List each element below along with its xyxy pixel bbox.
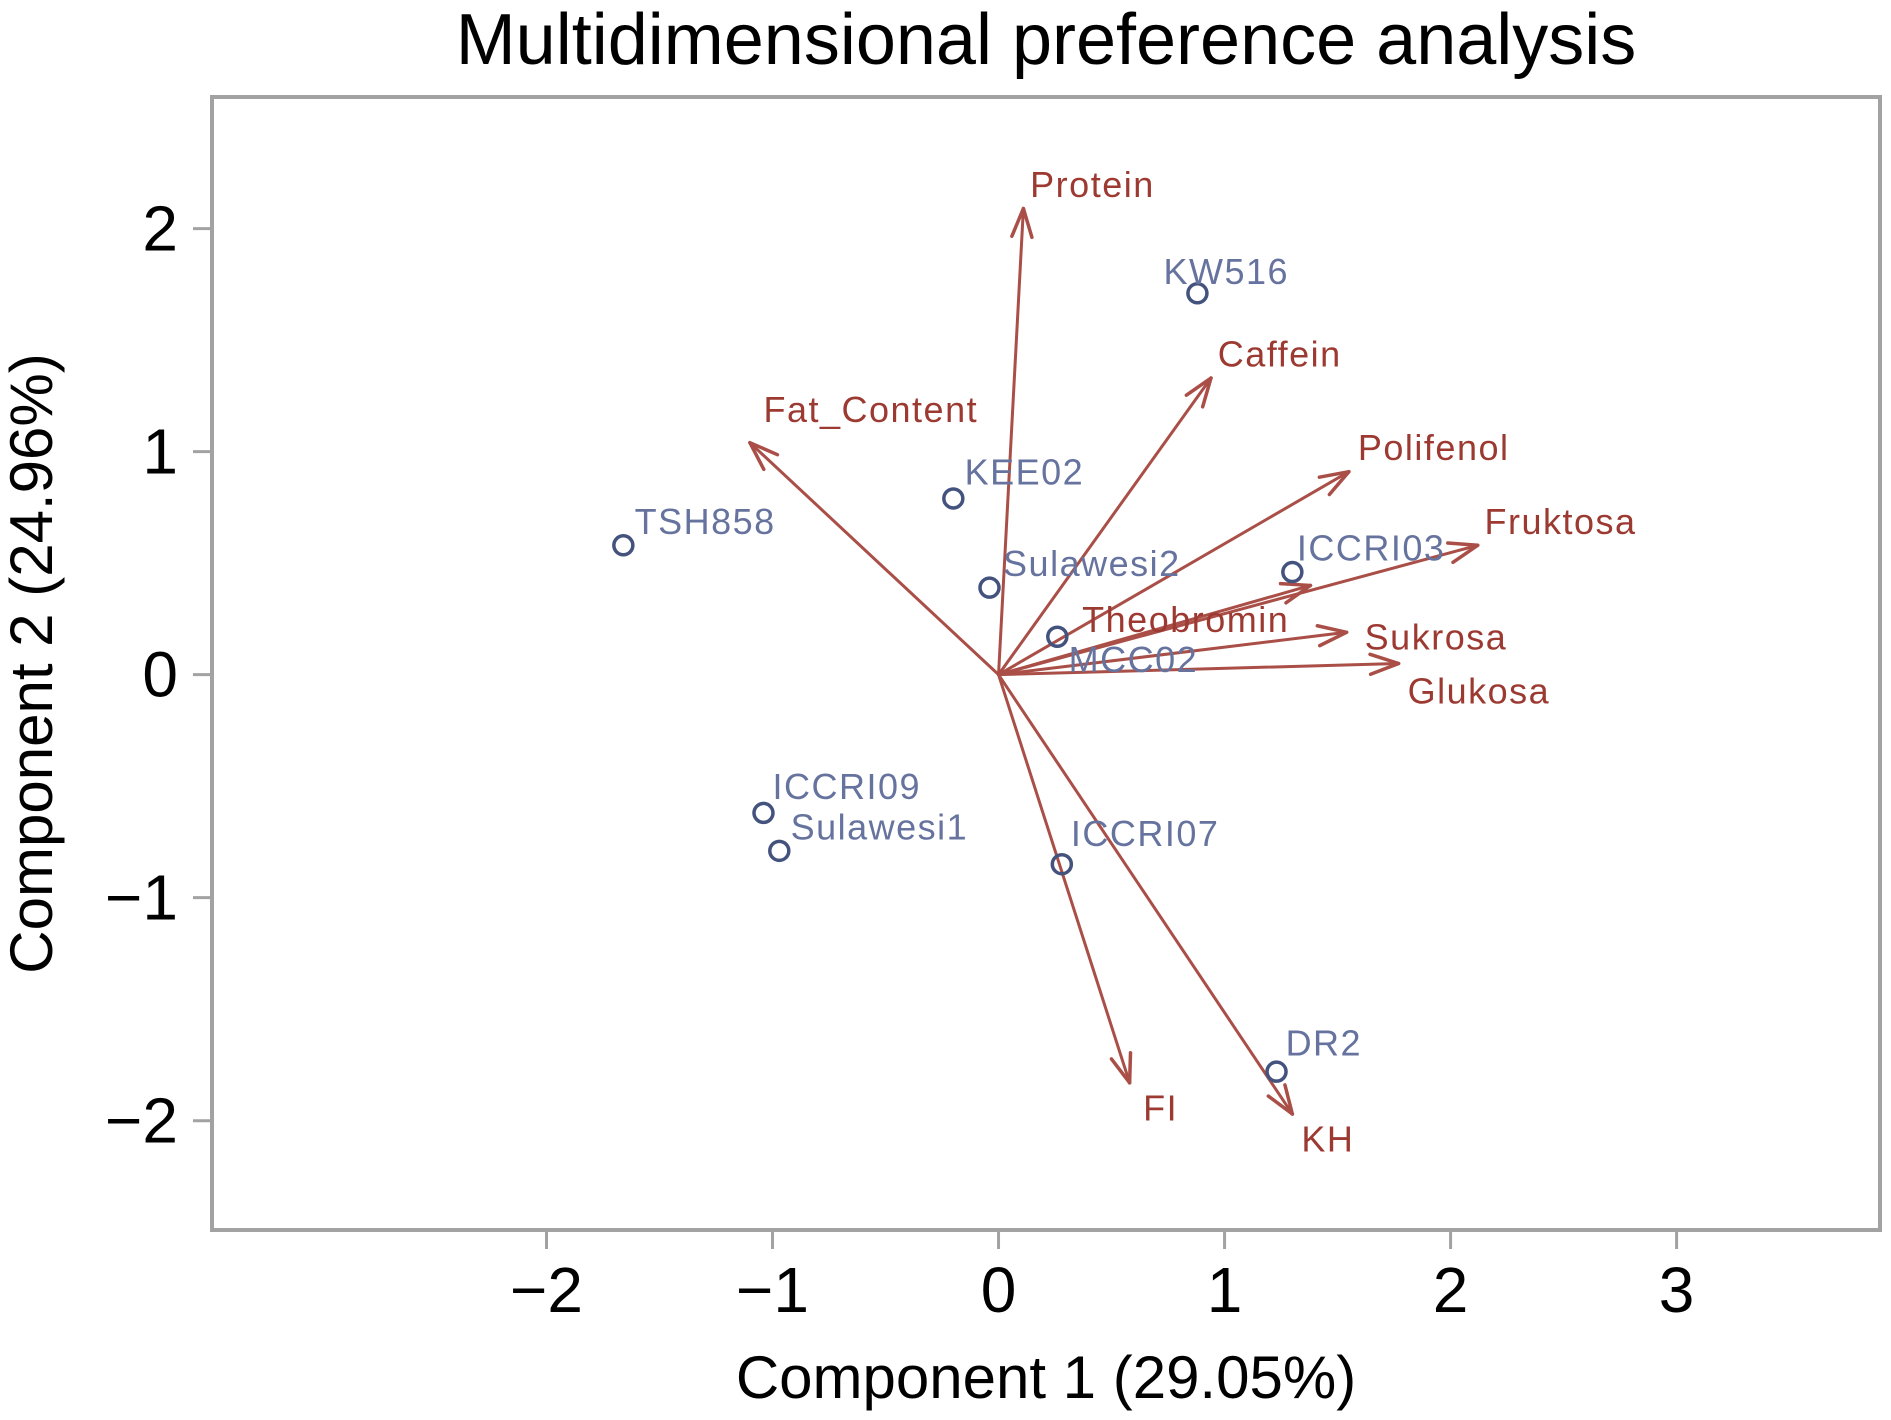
vector-arrowhead-protein	[1010, 206, 1026, 238]
sample-marker-sulawesi2	[978, 576, 1001, 599]
vector-arrowhead-sukrosa	[1315, 624, 1349, 635]
sample-marker-dr2	[1265, 1060, 1288, 1083]
sample-label-sulawesi1: Sulawesi1	[791, 806, 969, 847]
vector-label-fruktosa: Fruktosa	[1484, 501, 1636, 542]
plot-frame	[210, 95, 1882, 1232]
sample-label-iccri09: ICCRI09	[773, 766, 922, 807]
sample-marker-iccri07	[1050, 852, 1074, 876]
vector-arrowhead-kh	[1283, 1083, 1295, 1116]
vector-label-protein: Protein	[1030, 164, 1155, 205]
sample-marker-kee02	[942, 487, 965, 510]
sample-label-kw516: KW516	[1164, 251, 1290, 292]
vector-arrowhead-caffein	[1184, 376, 1213, 397]
x-tick-label: 1	[1207, 1254, 1243, 1326]
x-tick-label: −1	[736, 1254, 809, 1326]
plot-area: −2 −1 0 1 2 3 2 1 0 −1 −2 KW516 KEE02 TSH858 Sulawesi2…	[105, 95, 1882, 1326]
vector-arrowhead-glukosa	[1368, 652, 1401, 666]
vector-label-fi: FI	[1143, 1087, 1178, 1128]
vector-shaft-caffein	[997, 376, 1213, 677]
sample-marker-iccri09	[752, 801, 775, 825]
y-tick-label: −2	[105, 1085, 178, 1157]
y-tick-label: −1	[105, 862, 178, 934]
sample-marker-kw516	[1186, 282, 1209, 305]
x-tick-label: −2	[510, 1254, 583, 1326]
vector-shaft-fat-content	[748, 441, 1001, 677]
vector-arrowhead-theobromin	[1278, 581, 1313, 588]
vector-label-polifenol: Polifenol	[1358, 427, 1510, 468]
vector-label-theobromin: Theobromin	[1082, 599, 1289, 640]
x-axis-title: Component 1 (29.05%)	[736, 1344, 1356, 1411]
vector-arrowhead-polifenol	[1317, 469, 1351, 479]
x-tick-label: 0	[981, 1254, 1017, 1326]
vector-shaft-kh	[997, 673, 1294, 1116]
vector-label-caffein: Caffein	[1218, 333, 1342, 374]
vector-shaft-theobromin	[997, 583, 1312, 677]
vector-shaft-fi	[997, 673, 1132, 1085]
vector-label-kh: KH	[1301, 1119, 1354, 1160]
sample-label-iccri07: ICCRI07	[1071, 813, 1220, 854]
y-tick-label: 1	[142, 416, 178, 488]
vector-label-glukosa: Glukosa	[1408, 670, 1551, 711]
vector-arrowhead-fruktosa	[1451, 543, 1480, 565]
vector-arrowhead-fi	[1127, 1051, 1133, 1085]
y-axis-title: Component 2 (24.96%)	[0, 353, 65, 973]
sample-marker-sulawesi1	[768, 839, 791, 863]
vector-label-fat-content: Fat_Content	[763, 389, 978, 430]
vector-arrowhead-fat-content	[748, 440, 766, 472]
x-tick-label: 3	[1659, 1254, 1695, 1326]
vector-shaft-protein	[997, 207, 1025, 677]
sample-label-kee02: KEE02	[965, 452, 1085, 493]
vector-arrowhead-kh	[1266, 1094, 1295, 1116]
vector-shaft-sukrosa	[997, 630, 1349, 677]
sample-label-sulawesi2: Sulawesi2	[1003, 543, 1181, 584]
y-tick-label: 2	[142, 193, 178, 265]
vector-arrowhead-fat-content	[748, 440, 780, 457]
sample-marker-tsh858	[612, 534, 635, 557]
vector-arrowhead-sukrosa	[1317, 630, 1349, 648]
x-tick-label: 2	[1433, 1254, 1469, 1326]
y-tick-label: 0	[142, 639, 178, 711]
sample-label-iccri03: ICCRI03	[1297, 528, 1446, 569]
sample-label-mcc02: MCC02	[1069, 639, 1199, 680]
vector-shaft-glukosa	[997, 662, 1401, 677]
vector-arrowhead-caffein	[1200, 376, 1213, 409]
vector-label-sukrosa: Sukrosa	[1365, 617, 1508, 658]
sample-marker-iccri03	[1281, 560, 1304, 584]
sample-marker-mcc02	[1046, 625, 1069, 648]
vector-arrowhead-polifenol	[1327, 469, 1351, 497]
vector-arrowhead-theobromin	[1284, 583, 1313, 605]
vector-arrowhead-fi	[1109, 1057, 1132, 1085]
vector-arrowhead-fruktosa	[1446, 541, 1480, 548]
sample-label-tsh858: TSH858	[635, 501, 776, 542]
sample-label-dr2: DR2	[1286, 1023, 1363, 1064]
vector-arrowhead-glukosa	[1368, 661, 1401, 677]
vector-arrowhead-protein	[1021, 206, 1034, 240]
vector-shaft-polifenol	[997, 470, 1351, 677]
chart-title: Multidimensional preference analysis	[456, 0, 1637, 80]
